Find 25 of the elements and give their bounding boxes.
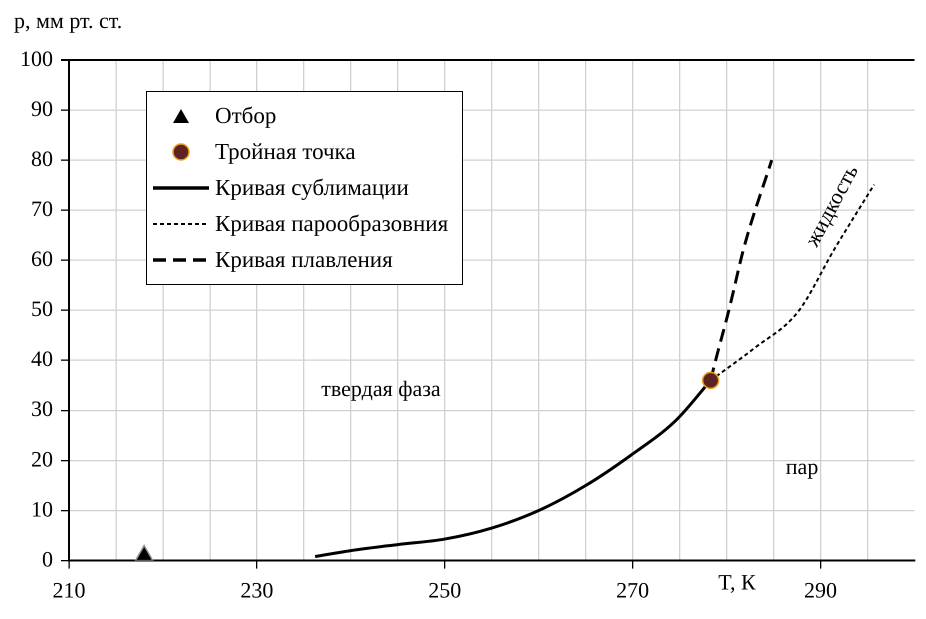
annotation: пар bbox=[786, 454, 818, 479]
x-axis-title: T, К bbox=[718, 569, 756, 594]
legend-label: Кривая парообразовния bbox=[215, 211, 448, 237]
x-tick-label: 270 bbox=[616, 578, 650, 603]
y-tick-label: 20 bbox=[31, 446, 53, 472]
x-tick-label: 230 bbox=[240, 578, 274, 603]
y-tick-label: 30 bbox=[31, 396, 53, 422]
y-tick-label: 70 bbox=[31, 196, 53, 221]
legend-label: Тройная точка bbox=[215, 139, 356, 165]
legend-label: Отбор bbox=[215, 103, 276, 129]
legend-label: Кривая сублимации bbox=[215, 175, 409, 201]
y-tick-label: 100 bbox=[20, 46, 53, 71]
y-tick-label: 90 bbox=[31, 96, 53, 121]
legend-label: Кривая плавления bbox=[215, 247, 393, 273]
annotation: твердая фаза bbox=[321, 376, 441, 402]
y-tick-label: 40 bbox=[31, 346, 53, 372]
y-tick-label: 10 bbox=[31, 496, 53, 522]
x-tick-label: 290 bbox=[804, 578, 838, 603]
y-axis-title: p, мм рт. ст. bbox=[14, 8, 122, 33]
y-tick-label: 0 bbox=[42, 546, 53, 572]
y-tick-label: 50 bbox=[31, 296, 53, 322]
x-tick-label: 250 bbox=[428, 578, 462, 603]
y-tick-label: 60 bbox=[31, 246, 53, 272]
y-tick-label: 80 bbox=[31, 146, 53, 171]
x-tick-label: 210 bbox=[52, 578, 86, 603]
